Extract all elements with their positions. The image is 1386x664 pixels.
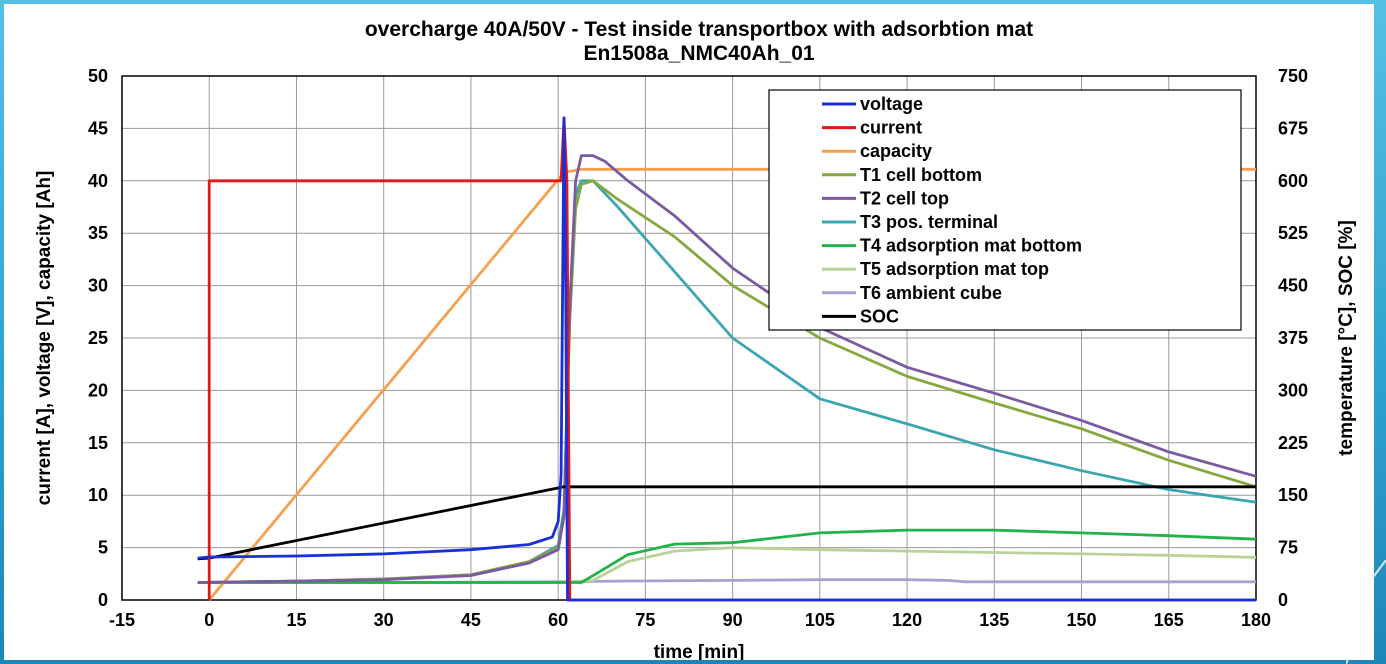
- legend-label: T4 adsorption mat bottom: [860, 236, 1082, 256]
- left-tick-label: 40: [88, 171, 108, 191]
- x-axis-ticks: -15 0 15 30 45 60 75 90 105 120 135 150 165 180: [109, 610, 1271, 630]
- left-tick-label: 20: [88, 380, 108, 400]
- series-line-t5-adsorption-mat-top: [197, 546, 1257, 584]
- x-axis-label: time [min]: [654, 642, 745, 660]
- left-tick-label: 35: [88, 223, 108, 243]
- x-tick-label: 75: [635, 610, 655, 630]
- x-tick-label: 90: [723, 610, 743, 630]
- left-axis-label: current [A], voltage [V], capacity [Ah]: [34, 171, 55, 506]
- right-tick-label: 375: [1278, 328, 1308, 348]
- x-tick-label: 135: [979, 610, 1009, 630]
- left-tick-label: 50: [88, 66, 108, 86]
- legend-label: voltage: [860, 94, 923, 114]
- left-tick-label: 0: [98, 590, 108, 610]
- right-axis-label: temperature [°C], SOC [%]: [1336, 220, 1357, 456]
- left-tick-label: 30: [88, 276, 108, 296]
- legend-label: capacity: [860, 141, 932, 161]
- x-tick-label: 15: [286, 610, 306, 630]
- x-tick-label: 150: [1067, 610, 1097, 630]
- x-tick-label: 120: [892, 610, 922, 630]
- x-tick-label: 30: [374, 610, 394, 630]
- left-axis-ticks: 0 5 10 15 20 25 30 35 40 45 50: [88, 66, 108, 610]
- left-tick-label: 10: [88, 485, 108, 505]
- right-axis-ticks: 0 75 150 225 300 375 450 525 600 675 750: [1278, 66, 1308, 610]
- left-tick-label: 25: [88, 328, 108, 348]
- legend-label: T2 cell top: [860, 188, 949, 208]
- legend-label: T5 adsorption mat top: [860, 259, 1049, 279]
- right-tick-label: 225: [1278, 433, 1308, 453]
- chart-title: overcharge 40A/50V - Test inside transpo…: [365, 18, 1033, 41]
- chart: overcharge 40A/50V - Test inside transpo…: [34, 18, 1357, 660]
- chart-frame: overcharge 40A/50V - Test inside transpo…: [4, 4, 1374, 660]
- left-tick-label: 45: [88, 118, 108, 138]
- legend-label: T3 pos. terminal: [860, 212, 998, 232]
- x-tick-label: 180: [1241, 610, 1271, 630]
- left-tick-label: 5: [98, 538, 108, 558]
- series-lines: [197, 116, 1257, 602]
- right-tick-label: 675: [1278, 118, 1308, 138]
- series-line-t2-cell-top: [197, 154, 1257, 584]
- right-tick-label: 300: [1278, 380, 1308, 400]
- x-tick-label: 0: [204, 610, 214, 630]
- x-tick-label: 105: [805, 610, 835, 630]
- right-tick-label: 150: [1278, 485, 1308, 505]
- right-tick-label: 525: [1278, 223, 1308, 243]
- left-tick-label: 15: [88, 433, 108, 453]
- x-tick-label: -15: [109, 610, 135, 630]
- x-tick-label: 165: [1154, 610, 1184, 630]
- x-tick-label: 45: [461, 610, 481, 630]
- right-tick-label: 600: [1278, 171, 1308, 191]
- x-tick-label: 60: [548, 610, 568, 630]
- series-line-voltage: [197, 116, 1256, 602]
- legend-label: current: [860, 118, 922, 138]
- series-line-current: [207, 116, 1256, 602]
- legend-label: SOC: [860, 306, 899, 326]
- right-tick-label: 750: [1278, 66, 1308, 86]
- legend-label: T1 cell bottom: [860, 165, 982, 185]
- chart-subtitle: En1508a_NMC40Ah_01: [583, 42, 814, 65]
- right-tick-label: 450: [1278, 276, 1308, 296]
- legend-box: [768, 89, 1242, 331]
- legend-label: T6 ambient cube: [860, 283, 1002, 303]
- series-line-t4-adsorption-mat-bottom: [197, 528, 1257, 584]
- right-tick-label: 0: [1278, 590, 1288, 610]
- legend: voltage current capacity T1 cell bottom T2 c…: [768, 89, 1242, 331]
- right-tick-label: 75: [1278, 538, 1298, 558]
